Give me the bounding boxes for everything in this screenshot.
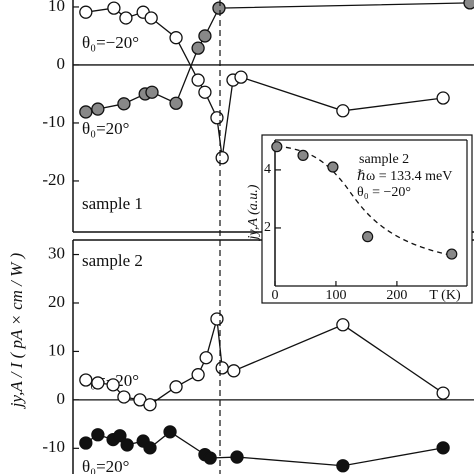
marker — [79, 105, 93, 119]
marker — [169, 380, 183, 394]
marker — [212, 1, 226, 15]
marker — [143, 441, 157, 455]
x-tick-label: 0 — [272, 288, 279, 303]
marker — [91, 428, 105, 442]
annotation: θ₀=20° — [82, 457, 129, 474]
marker — [215, 361, 229, 375]
marker — [215, 151, 229, 165]
marker — [107, 1, 121, 15]
marker — [297, 149, 309, 161]
marker — [169, 96, 183, 110]
marker — [169, 31, 183, 45]
marker — [436, 91, 450, 105]
y-tick-label: 30 — [48, 243, 65, 262]
marker — [446, 248, 458, 260]
annotation: θ₀ = −20° — [357, 185, 411, 200]
y-tick-label: 10 — [48, 0, 65, 15]
marker — [327, 161, 339, 173]
marker — [191, 41, 205, 55]
marker — [227, 364, 241, 378]
y-tick-label: -20 — [42, 170, 65, 189]
marker — [144, 11, 158, 25]
y-tick-label: -10 — [42, 437, 65, 456]
marker — [145, 85, 159, 99]
x-tick-label: 200 — [386, 288, 407, 303]
y-tick-label: 20 — [48, 292, 65, 311]
marker — [203, 451, 217, 465]
marker — [106, 378, 120, 392]
marker — [436, 386, 450, 400]
marker — [198, 29, 212, 43]
annotation: θ₀=20° — [82, 119, 129, 138]
marker — [91, 102, 105, 116]
marker — [191, 73, 205, 87]
annotation: sample 1 — [82, 194, 143, 213]
marker — [234, 70, 248, 84]
marker — [362, 231, 374, 243]
marker — [119, 11, 133, 25]
marker — [336, 459, 350, 473]
series-line — [85, 2, 471, 113]
marker — [120, 438, 134, 452]
y-tick-label: 2 — [264, 220, 271, 235]
marker — [117, 390, 131, 404]
marker — [191, 368, 205, 382]
panel: 2 4 0 100 200 jy,A (a.u.) T (K) sample 2 ℏω = 13… — [246, 134, 473, 304]
marker — [143, 398, 157, 412]
annotation: ℏω = 133.4 meV — [357, 169, 452, 184]
x-axis-label: T (K) — [429, 288, 461, 303]
marker — [113, 429, 127, 443]
marker — [79, 5, 93, 19]
marker — [198, 85, 212, 99]
marker — [91, 376, 105, 390]
marker — [463, 0, 474, 10]
annotation: sample 2 — [359, 152, 409, 167]
y-axis-label: jy,A (a.u.) — [246, 184, 261, 241]
marker — [436, 441, 450, 455]
marker — [336, 104, 350, 118]
y-tick-label: 4 — [264, 162, 271, 177]
inset-frame — [261, 134, 473, 304]
y-tick-label: 0 — [57, 54, 66, 73]
x-tick-label: 100 — [325, 288, 346, 303]
marker — [79, 436, 93, 450]
marker — [210, 111, 224, 125]
marker — [230, 450, 244, 464]
marker — [199, 351, 213, 365]
annotation: sample 2 — [82, 251, 143, 270]
marker — [271, 141, 283, 153]
marker — [210, 312, 224, 326]
marker — [79, 373, 93, 387]
annotation: θ₀=−20° — [82, 33, 139, 52]
y-tick-label: 0 — [57, 389, 66, 408]
marker — [117, 97, 131, 111]
y-tick-label: -10 — [42, 112, 65, 131]
y-axis-label: jy,A / I ( pA × cm / W ) — [7, 252, 26, 409]
marker — [336, 318, 350, 332]
y-tick-label: 10 — [48, 340, 65, 359]
marker — [163, 425, 177, 439]
